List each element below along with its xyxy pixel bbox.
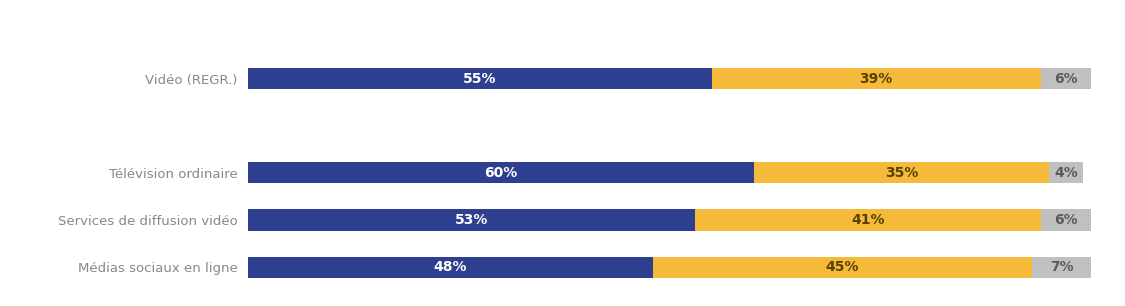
Bar: [248, 68, 712, 89]
Text: 53%: 53%: [455, 213, 488, 227]
Text: 6%: 6%: [1054, 72, 1078, 86]
Bar: [652, 256, 1033, 278]
Bar: [695, 209, 1041, 231]
Bar: [754, 162, 1048, 184]
Bar: [1048, 162, 1082, 184]
Text: 60%: 60%: [484, 166, 518, 180]
Text: 55%: 55%: [462, 72, 496, 86]
Bar: [1041, 209, 1091, 231]
Text: 6%: 6%: [1054, 213, 1078, 227]
Bar: [248, 162, 754, 184]
Bar: [1041, 68, 1091, 89]
Bar: [712, 68, 1041, 89]
Text: 4%: 4%: [1054, 166, 1078, 180]
Text: 48%: 48%: [433, 260, 467, 274]
Text: 41%: 41%: [850, 213, 884, 227]
Bar: [1033, 256, 1091, 278]
Text: 7%: 7%: [1050, 260, 1073, 274]
Text: 39%: 39%: [860, 72, 893, 86]
Bar: [248, 256, 652, 278]
Bar: [248, 209, 695, 231]
Text: 35%: 35%: [884, 166, 918, 180]
Text: 45%: 45%: [826, 260, 860, 274]
